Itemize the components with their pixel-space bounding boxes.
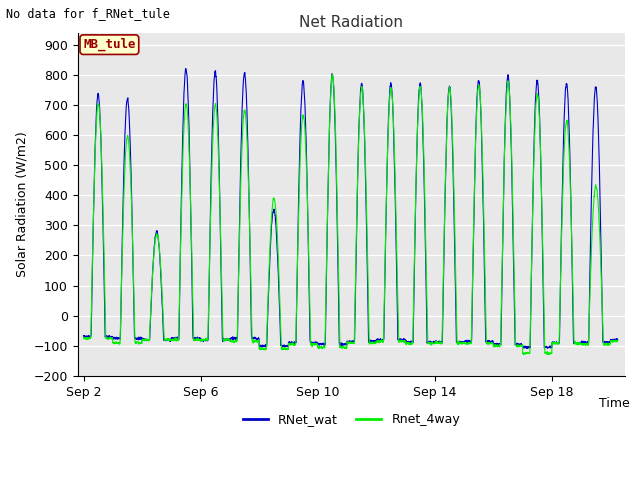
Title: Net Radiation: Net Radiation	[300, 15, 403, 30]
Rnet_4way	[79, 334, 87, 340]
Legend: RNet_wat, Rnet_4way: RNet_wat, Rnet_4way	[237, 408, 465, 432]
Rnet_4way	[587, 270, 595, 276]
Text: No data for f_RNet_tule: No data for f_RNet_tule	[6, 7, 170, 20]
RNet_wat	[523, 346, 531, 351]
X-axis label: Time: Time	[598, 396, 629, 409]
Rnet_4way	[164, 337, 172, 343]
RNet_wat	[79, 333, 87, 338]
Rnet_4way	[214, 135, 221, 141]
RNet_wat	[164, 336, 172, 342]
Rnet_4way	[614, 337, 621, 343]
Rnet_4way	[324, 188, 332, 193]
RNet_wat	[104, 334, 112, 339]
Rnet_4way	[544, 352, 552, 358]
Line: Rnet_4way: Rnet_4way	[83, 74, 618, 355]
Y-axis label: Solar Radiation (W/m2): Solar Radiation (W/m2)	[15, 132, 28, 277]
Rnet_4way	[104, 336, 112, 341]
RNet_wat	[214, 123, 222, 129]
RNet_wat	[587, 233, 595, 239]
Rnet_4way	[328, 72, 336, 77]
Line: RNet_wat: RNet_wat	[83, 69, 618, 348]
RNet_wat	[333, 180, 340, 186]
RNet_wat	[614, 336, 621, 342]
Text: MB_tule: MB_tule	[83, 38, 136, 51]
RNet_wat	[324, 180, 332, 186]
RNet_wat	[182, 66, 189, 72]
Rnet_4way	[333, 166, 340, 171]
